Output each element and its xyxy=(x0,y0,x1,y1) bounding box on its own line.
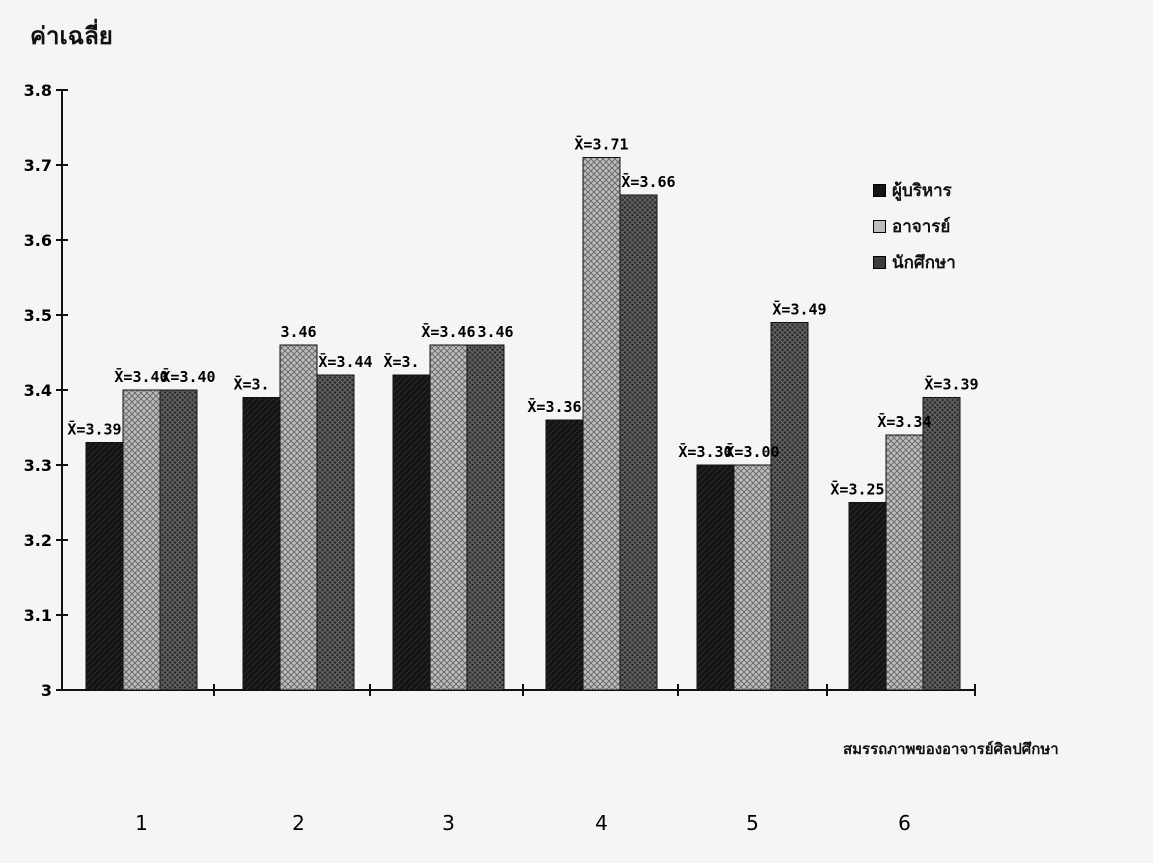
bar xyxy=(545,419,584,691)
y-tick-label: 3.1 xyxy=(24,606,52,625)
data-label: X̄=3.25 xyxy=(830,479,884,499)
data-label: X̄=3.34 xyxy=(877,411,931,431)
legend-swatch-teachers xyxy=(873,219,886,233)
data-label: X̄=3.30 xyxy=(678,441,732,461)
bar xyxy=(848,502,887,691)
y-tick-label: 3.7 xyxy=(24,156,52,175)
y-axis-label: ค่าเฉลี่ย xyxy=(30,22,113,50)
bar xyxy=(582,157,621,691)
data-label: X̄=3.49 xyxy=(772,299,826,319)
legend-swatch-administrators xyxy=(873,183,886,197)
legend-swatch-students xyxy=(873,255,886,269)
legend-item-students: นักศึกษา xyxy=(873,244,956,280)
y-tick-label: 3 xyxy=(41,681,52,700)
data-label: X̄=3.44 xyxy=(318,351,372,371)
bar xyxy=(279,344,318,691)
category-label: 4 xyxy=(595,811,608,835)
data-label: X̄=3.40 xyxy=(161,366,215,386)
y-tick-label: 3.8 xyxy=(24,81,52,100)
bar xyxy=(392,374,431,691)
bar xyxy=(770,322,809,691)
legend: ผู้บริหาร อาจารย์ นักศึกษา xyxy=(873,172,956,280)
legend-label: นักศึกษา xyxy=(892,252,956,273)
category-label: 3 xyxy=(442,811,455,835)
data-label: X̄=3. xyxy=(233,374,269,394)
category-label: 5 xyxy=(746,811,759,835)
bar xyxy=(316,374,355,691)
data-label: X̄=3.39 xyxy=(67,419,121,439)
y-tick-label: 3.6 xyxy=(24,231,52,250)
data-label: 3.46 xyxy=(477,323,513,341)
category-label: 2 xyxy=(292,811,305,835)
legend-label: ผู้บริหาร xyxy=(892,180,952,201)
data-label: X̄=3.36 xyxy=(527,396,581,416)
data-label: X̄=3.46 xyxy=(421,321,475,341)
y-tick-label: 3.3 xyxy=(24,456,52,475)
bar xyxy=(429,344,468,691)
bar xyxy=(242,397,281,691)
bar xyxy=(85,442,124,691)
bar xyxy=(733,464,772,691)
x-axis-label: สมรรถภาพของอาจารย์ศิลปศึกษา xyxy=(843,740,1059,758)
data-label: X̄=3.71 xyxy=(574,134,628,154)
data-label: 3.46 xyxy=(280,323,316,341)
category-label: 6 xyxy=(898,811,911,835)
legend-item-administrators: ผู้บริหาร xyxy=(873,172,956,208)
data-label: X̄=3. xyxy=(383,351,419,371)
bar xyxy=(122,389,161,691)
data-label: X̄=3.39 xyxy=(924,374,978,394)
bar xyxy=(922,397,961,691)
data-label: X̄=3.40 xyxy=(114,366,168,386)
data-label: X̄=3.00 xyxy=(725,441,779,461)
y-tick-label: 3.5 xyxy=(24,306,52,325)
legend-label: อาจารย์ xyxy=(892,216,951,237)
legend-item-teachers: อาจารย์ xyxy=(873,208,956,244)
y-tick-label: 3.2 xyxy=(24,531,52,550)
bar xyxy=(885,434,924,691)
bar xyxy=(466,344,505,691)
bar xyxy=(619,194,658,691)
category-label: 1 xyxy=(135,811,148,835)
bar xyxy=(159,389,198,691)
y-tick-label: 3.4 xyxy=(24,381,52,400)
bar xyxy=(696,464,735,691)
data-label: X̄=3.66 xyxy=(621,171,675,191)
